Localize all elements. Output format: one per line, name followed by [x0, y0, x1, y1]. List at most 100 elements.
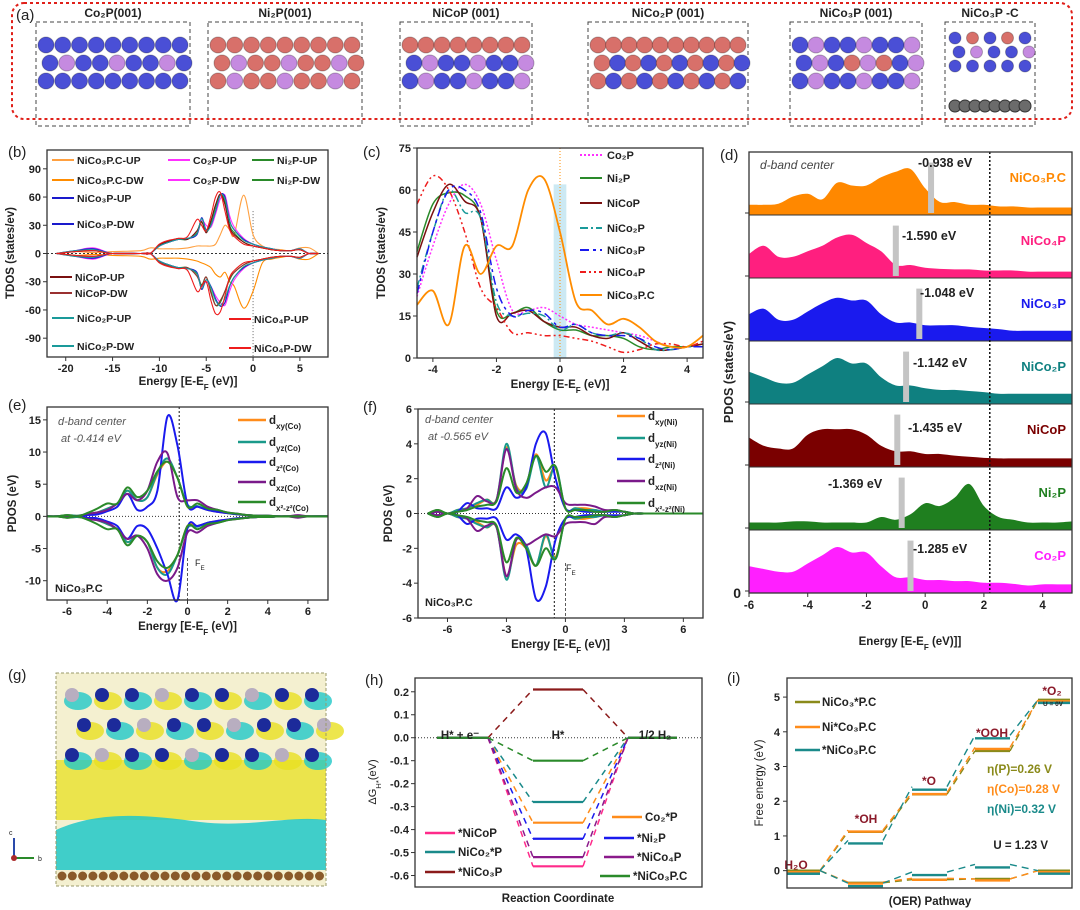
subscript: E [572, 570, 576, 577]
text-part: (eV) [367, 759, 379, 780]
atom [497, 72, 515, 90]
axis-origin [11, 855, 17, 861]
atom [682, 72, 700, 90]
legend-item: Co₂P-UP [168, 155, 237, 167]
atom [245, 688, 259, 702]
atom [891, 54, 909, 72]
atom [1018, 31, 1032, 45]
atom [640, 54, 658, 72]
state-label: *OH [855, 812, 878, 826]
x-tick-label: -4 [803, 600, 814, 612]
atom [671, 54, 689, 72]
y-tick-label: 0 [406, 509, 412, 521]
unit-cell-box [35, 21, 191, 127]
y-tick-label: 45 [399, 227, 411, 239]
text-part: Energy [E-E [138, 621, 204, 633]
legend-item: dxz(Ni) [617, 476, 677, 492]
legend-label: NiCo₃P.C [607, 290, 655, 302]
x-axis-label: Energy [E-EF (eV)] [511, 379, 610, 395]
strip-2: -1.048 eV NiCo₃P [745, 277, 1072, 341]
atom [326, 36, 344, 54]
legend-item: *NiCo₃P [425, 867, 503, 879]
legend-label: NiCo₂P [607, 223, 645, 235]
atom [310, 72, 327, 90]
x-tick-label: -6 [443, 624, 453, 636]
axis-indicator: cb [9, 830, 42, 863]
y-tick-label: -2 [402, 543, 412, 555]
atom [276, 72, 294, 90]
annotation: d-band center [425, 414, 494, 426]
atom [987, 45, 1001, 59]
text-part: d [648, 411, 655, 423]
strip-0: -0.938 eV NiCo₃P.C [745, 156, 1072, 215]
x-tick-label: -2 [492, 364, 502, 376]
atom [87, 36, 105, 54]
atom [839, 36, 857, 54]
subscript: E [201, 565, 205, 572]
atom [887, 72, 905, 90]
legend-item: NiCo₃P [580, 245, 645, 257]
fermi-label: FE [566, 563, 576, 577]
carbon-atom [304, 871, 314, 881]
atom [903, 36, 921, 54]
atom [903, 72, 921, 90]
legend-item: *NiCo₃P.C [795, 745, 876, 757]
x-tick-label: -3 [502, 624, 512, 636]
atom [405, 54, 423, 72]
atom [807, 72, 825, 90]
panel-f: (f) -6 -3 0 3 6 6 4 2 0 -2 -4 -6 PDOS (eV) Energy [E-E… [363, 399, 704, 655]
x-axis-label: Energy [E-EF (eV)] [138, 621, 237, 637]
atom [259, 36, 277, 54]
atom [469, 54, 487, 72]
series-line [416, 174, 704, 354]
subscript: xy(Ni) [655, 418, 678, 427]
orbital-line-dw [427, 512, 703, 602]
transition-line [487, 737, 534, 803]
axis-label: b [38, 856, 42, 863]
atom [453, 54, 471, 72]
atom [275, 688, 289, 702]
y-tick-label: 5 [35, 479, 41, 491]
atom [280, 54, 298, 72]
x-tick-label: 6 [680, 624, 686, 636]
atom [125, 688, 139, 702]
pdos-area [749, 234, 1072, 278]
y-tick-label: 2 [774, 796, 780, 808]
legend-item: NiCo₃*P.C [795, 697, 876, 709]
subscript: x²-z²(Ni) [655, 505, 685, 514]
atom [263, 54, 281, 72]
panel-i: (i) H₂O *OH *O *OOH *O₂ U = 0V U = 1.23 V η(P)=0… [727, 670, 1073, 908]
y-tick-label: 60 [29, 192, 41, 204]
y-tick-label: 0.1 [394, 710, 409, 722]
legend-item: dz²(Co) [238, 457, 299, 473]
legend-label: NiCo₂P-DW [77, 341, 134, 353]
text-part: Energy [E-E [511, 639, 577, 651]
label: ΔGH*(eV) [367, 759, 383, 804]
orbital-line-dw [427, 512, 703, 567]
x-tick-label: 0 [922, 600, 928, 612]
text-part: d [269, 457, 276, 469]
x-tick-label: 2 [225, 606, 231, 618]
x-axis-label: Energy [E-EF (eV)] [511, 639, 610, 655]
transition-line [819, 870, 849, 884]
legend-item: Ni₂P [580, 173, 630, 185]
atom [1022, 45, 1036, 59]
y-tick-label: -0.1 [390, 756, 409, 768]
atom [481, 36, 499, 54]
legend-item: *NiCo₄P [604, 852, 682, 864]
strip-label: Co₂P [1034, 548, 1066, 563]
legend-label: Co₂P-DW [193, 175, 240, 187]
atom [1001, 31, 1014, 45]
atom [247, 54, 264, 72]
y-tick-label: 5 [774, 692, 780, 704]
legend-item: NiCo₃P-DW [52, 219, 134, 231]
x-tick-label: 0 [184, 606, 190, 618]
atom [158, 54, 176, 72]
atom [197, 718, 211, 732]
d-band-center-title: d-band center [760, 158, 835, 172]
transition-line [882, 792, 913, 831]
x-tick-label: 4 [684, 364, 691, 376]
atom [314, 54, 331, 72]
y-tick-label: 90 [29, 164, 41, 176]
atom [259, 72, 277, 90]
